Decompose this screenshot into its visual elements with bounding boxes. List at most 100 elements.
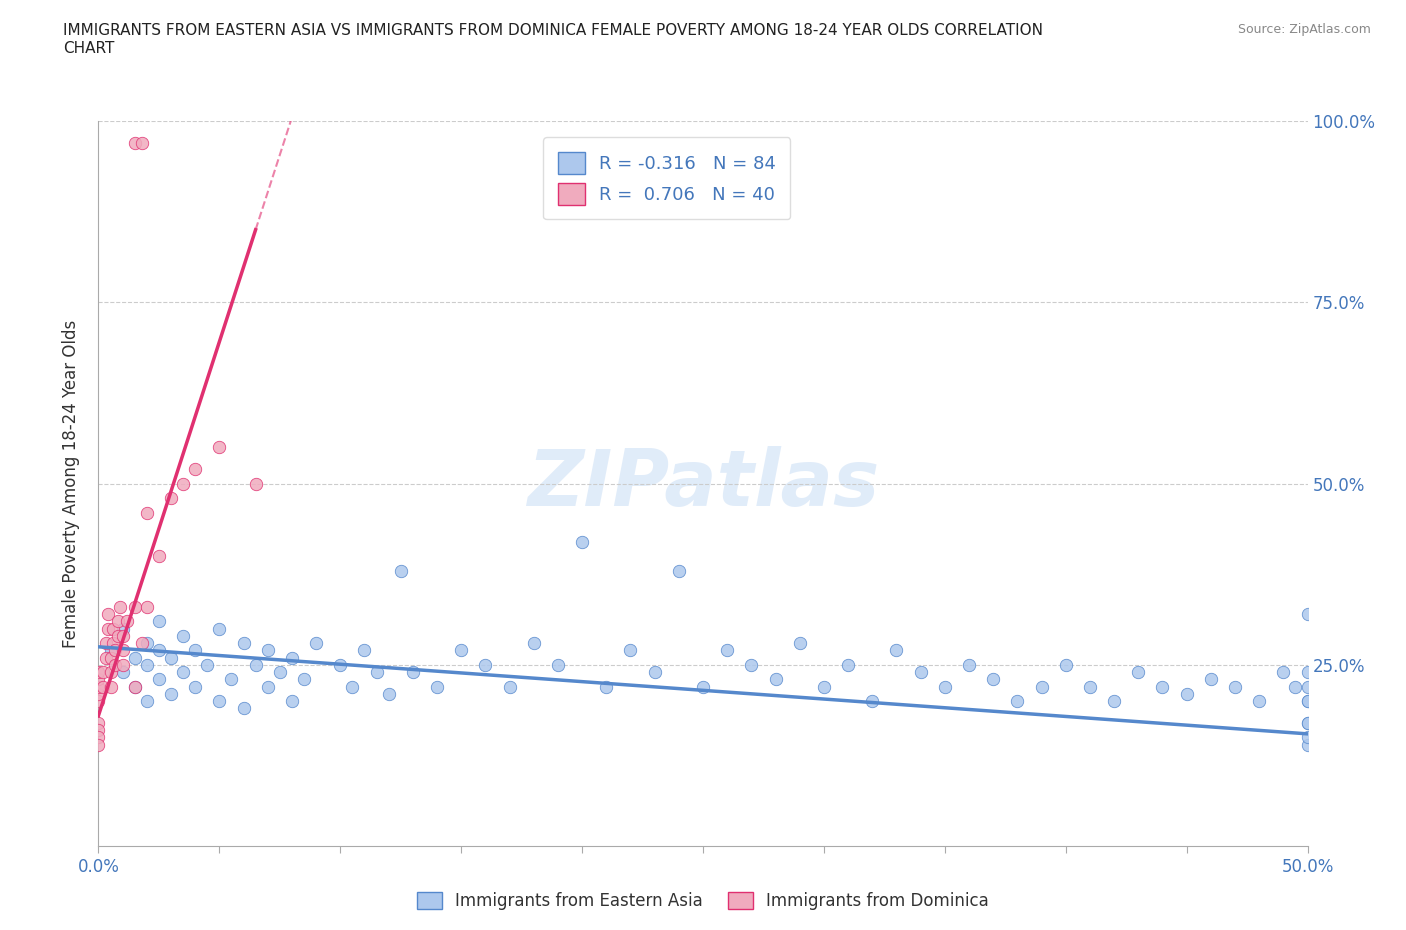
- Point: [94, 650, 117, 665]
- Point: [1199, 672, 1222, 687]
- Point: [1296, 665, 1319, 680]
- Point: [160, 491, 183, 506]
- Point: [160, 650, 183, 665]
- Point: [148, 643, 170, 658]
- Point: [87, 672, 110, 687]
- Point: [208, 440, 231, 455]
- Point: [1102, 694, 1125, 709]
- Point: [765, 672, 787, 687]
- Point: [148, 672, 170, 687]
- Point: [595, 679, 617, 694]
- Point: [1296, 715, 1319, 730]
- Point: [107, 614, 129, 629]
- Point: [97, 621, 120, 636]
- Point: [450, 643, 472, 658]
- Point: [716, 643, 738, 658]
- Point: [184, 643, 207, 658]
- Point: [644, 665, 666, 680]
- Point: [195, 658, 218, 672]
- Point: [426, 679, 449, 694]
- Point: [97, 606, 120, 621]
- Point: [269, 665, 291, 680]
- Point: [1296, 606, 1319, 621]
- Point: [100, 665, 122, 680]
- Point: [232, 636, 254, 651]
- Point: [789, 636, 811, 651]
- Point: [547, 658, 569, 672]
- Point: [1296, 715, 1319, 730]
- Point: [305, 636, 328, 651]
- Point: [1249, 694, 1271, 709]
- Point: [111, 643, 134, 658]
- Point: [208, 621, 231, 636]
- Point: [1054, 658, 1077, 672]
- Point: [245, 658, 267, 672]
- Point: [1128, 665, 1150, 680]
- Point: [1175, 686, 1198, 701]
- Point: [135, 658, 157, 672]
- Point: [523, 636, 546, 651]
- Point: [107, 629, 129, 644]
- Point: [91, 679, 114, 694]
- Point: [619, 643, 641, 658]
- Point: [131, 636, 153, 651]
- Point: [245, 476, 267, 491]
- Point: [87, 665, 110, 680]
- Text: IMMIGRANTS FROM EASTERN ASIA VS IMMIGRANTS FROM DOMINICA FEMALE POVERTY AMONG 18: IMMIGRANTS FROM EASTERN ASIA VS IMMIGRAN…: [63, 23, 1043, 56]
- Point: [292, 672, 315, 687]
- Point: [366, 665, 388, 680]
- Point: [389, 564, 412, 578]
- Point: [353, 643, 375, 658]
- Point: [1078, 679, 1101, 694]
- Point: [1152, 679, 1174, 694]
- Point: [981, 672, 1004, 687]
- Point: [87, 730, 110, 745]
- Point: [94, 636, 117, 651]
- Point: [87, 694, 110, 709]
- Point: [740, 658, 762, 672]
- Point: [117, 614, 139, 629]
- Point: [135, 694, 157, 709]
- Point: [256, 679, 278, 694]
- Point: [1284, 679, 1306, 694]
- Point: [87, 686, 110, 701]
- Point: [910, 665, 932, 680]
- Point: [232, 701, 254, 716]
- Point: [87, 715, 110, 730]
- Point: [342, 679, 364, 694]
- Point: [1296, 694, 1319, 709]
- Point: [124, 135, 146, 150]
- Point: [135, 505, 157, 520]
- Point: [135, 600, 157, 615]
- Point: [148, 614, 170, 629]
- Point: [668, 564, 690, 578]
- Point: [221, 672, 243, 687]
- Point: [87, 723, 110, 737]
- Point: [184, 461, 207, 476]
- Point: [813, 679, 835, 694]
- Point: [377, 686, 399, 701]
- Point: [124, 600, 146, 615]
- Point: [886, 643, 908, 658]
- Point: [837, 658, 859, 672]
- Legend: R = -0.316   N = 84, R =  0.706   N = 40: R = -0.316 N = 84, R = 0.706 N = 40: [543, 138, 790, 219]
- Point: [91, 665, 114, 680]
- Point: [172, 629, 194, 644]
- Point: [498, 679, 520, 694]
- Point: [111, 621, 134, 636]
- Point: [124, 679, 146, 694]
- Text: Source: ZipAtlas.com: Source: ZipAtlas.com: [1237, 23, 1371, 36]
- Point: [124, 650, 146, 665]
- Point: [101, 636, 124, 651]
- Point: [1031, 679, 1053, 694]
- Point: [1296, 694, 1319, 709]
- Point: [281, 650, 304, 665]
- Legend: Immigrants from Eastern Asia, Immigrants from Dominica: Immigrants from Eastern Asia, Immigrants…: [411, 885, 995, 917]
- Point: [1296, 737, 1319, 752]
- Point: [184, 679, 207, 694]
- Point: [571, 534, 593, 549]
- Point: [692, 679, 714, 694]
- Point: [111, 658, 134, 672]
- Point: [1223, 679, 1246, 694]
- Point: [1296, 730, 1319, 745]
